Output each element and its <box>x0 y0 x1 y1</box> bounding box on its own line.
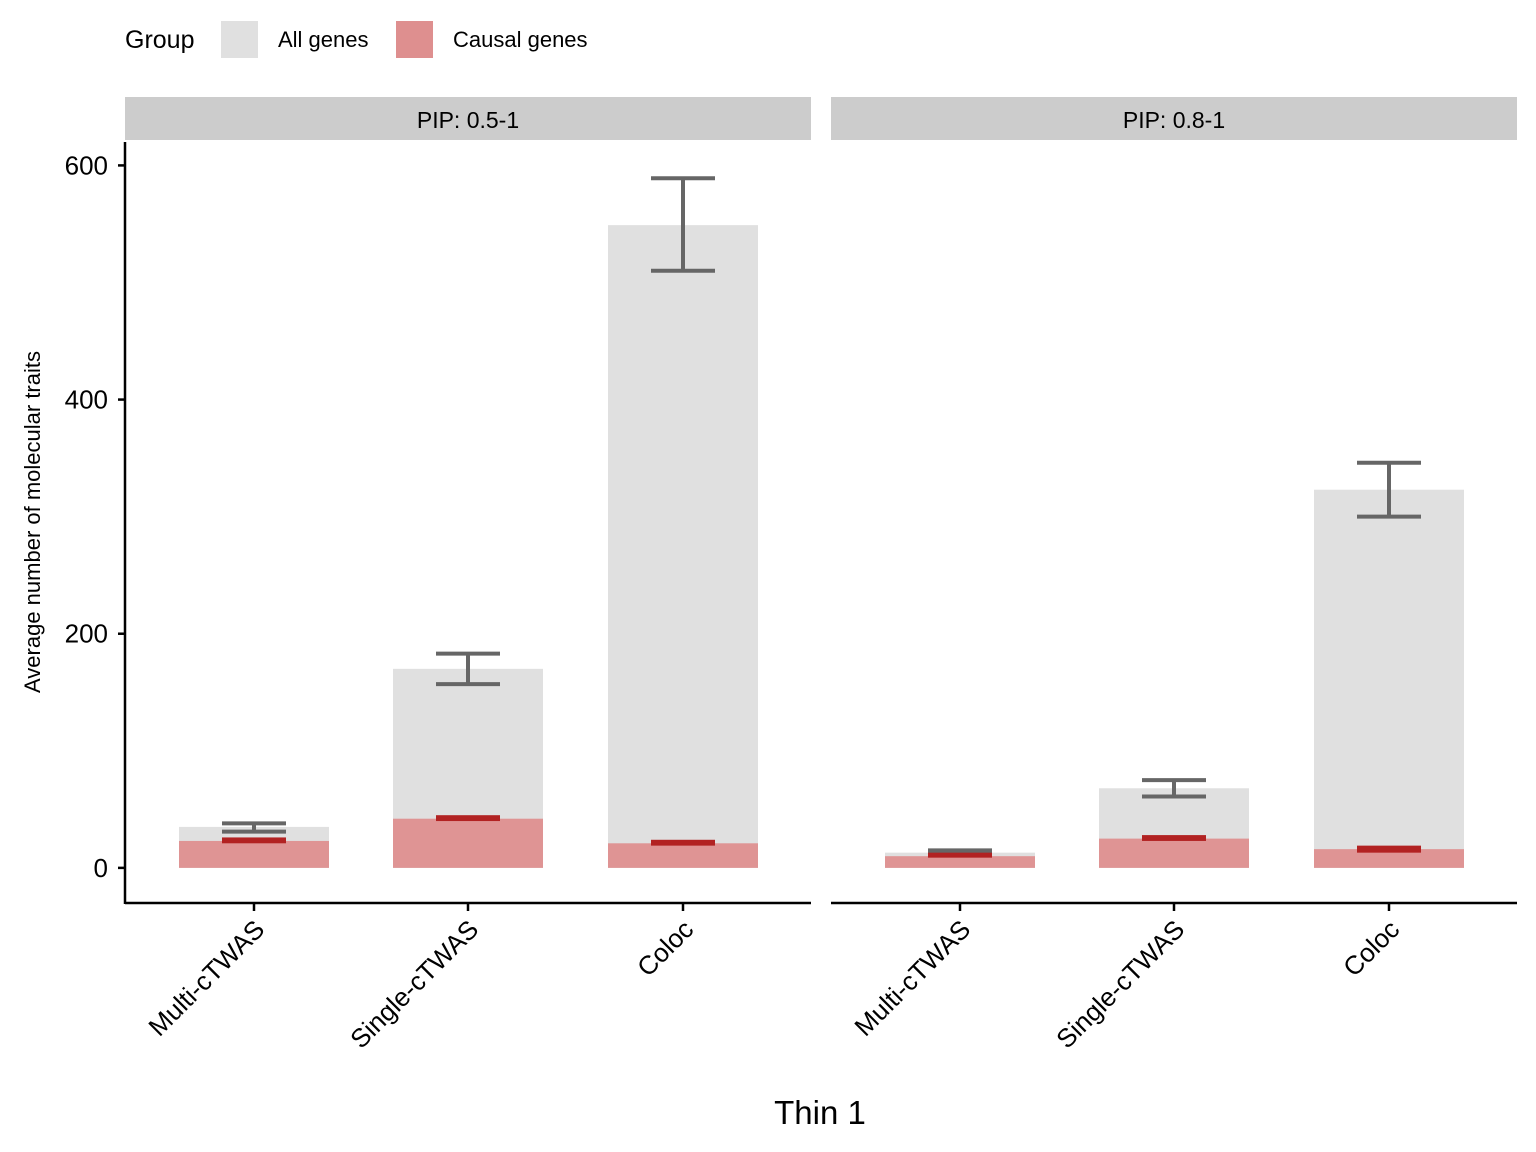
facet-strip-label-pip-0-5-1: PIP: 0.5-1 <box>417 107 519 133</box>
bar-all-genes-coloc-panel-2 <box>1314 489 1464 868</box>
x-tick-label-multi-ctwas-panel-1: Multi-cTWAS <box>142 914 270 1042</box>
legend: Group All genes Causal genes <box>125 21 588 58</box>
x-tick-label-coloc-panel-1: Coloc <box>631 914 699 982</box>
facet-strip-pip-0-8-1 <box>831 97 1517 140</box>
bar-causal-genes-single-ctwas-panel-2 <box>1099 838 1249 868</box>
errorbar-causal-genes-coloc-panel-2 <box>1357 845 1421 853</box>
y-tick-label-0: 0 <box>94 853 108 883</box>
y-axis-title: Average number of molecular traits <box>20 351 45 693</box>
bar-causal-genes-multi-ctwas-panel-1 <box>179 840 329 868</box>
facet-strip-label-pip-0-8-1: PIP: 0.8-1 <box>1123 107 1225 133</box>
legend-swatch-causal-genes <box>396 21 433 58</box>
x-tick-label-single-ctwas-panel-1: Single-cTWAS <box>344 914 484 1054</box>
legend-label-all-genes: All genes <box>278 27 369 52</box>
legend-title: Group <box>125 26 194 54</box>
x-axis-title: Thin 1 <box>774 1094 866 1131</box>
bar-causal-genes-multi-ctwas-panel-2 <box>885 856 1035 868</box>
y-tick-label-200: 200 <box>65 619 108 649</box>
x-tick-label-single-ctwas-panel-2: Single-cTWAS <box>1050 914 1190 1054</box>
bar-causal-genes-single-ctwas-panel-1 <box>393 818 543 868</box>
errorbar-causal-genes-single-ctwas-panel-2 <box>1142 835 1206 841</box>
legend-swatch-all-genes <box>221 21 258 58</box>
y-tick-label-400: 400 <box>65 385 108 415</box>
errorbar-causal-genes-multi-ctwas-panel-2 <box>928 852 992 858</box>
x-tick-label-multi-ctwas-panel-2: Multi-cTWAS <box>848 914 976 1042</box>
bar-all-genes-coloc-panel-1 <box>608 225 758 868</box>
legend-label-causal-genes: Causal genes <box>453 27 588 52</box>
y-tick-label-600: 600 <box>65 150 108 180</box>
bar-causal-genes-coloc-panel-1 <box>608 843 758 868</box>
x-tick-label-coloc-panel-2: Coloc <box>1337 914 1405 982</box>
errorbar-causal-genes-coloc-panel-1 <box>651 839 715 846</box>
errorbar-causal-genes-single-ctwas-panel-1 <box>436 815 500 822</box>
facet-strip-pip-0-5-1 <box>125 97 811 140</box>
bar-causal-genes-coloc-panel-2 <box>1314 849 1464 868</box>
chart-marks <box>118 142 1517 911</box>
errorbar-causal-genes-multi-ctwas-panel-1 <box>222 837 286 844</box>
